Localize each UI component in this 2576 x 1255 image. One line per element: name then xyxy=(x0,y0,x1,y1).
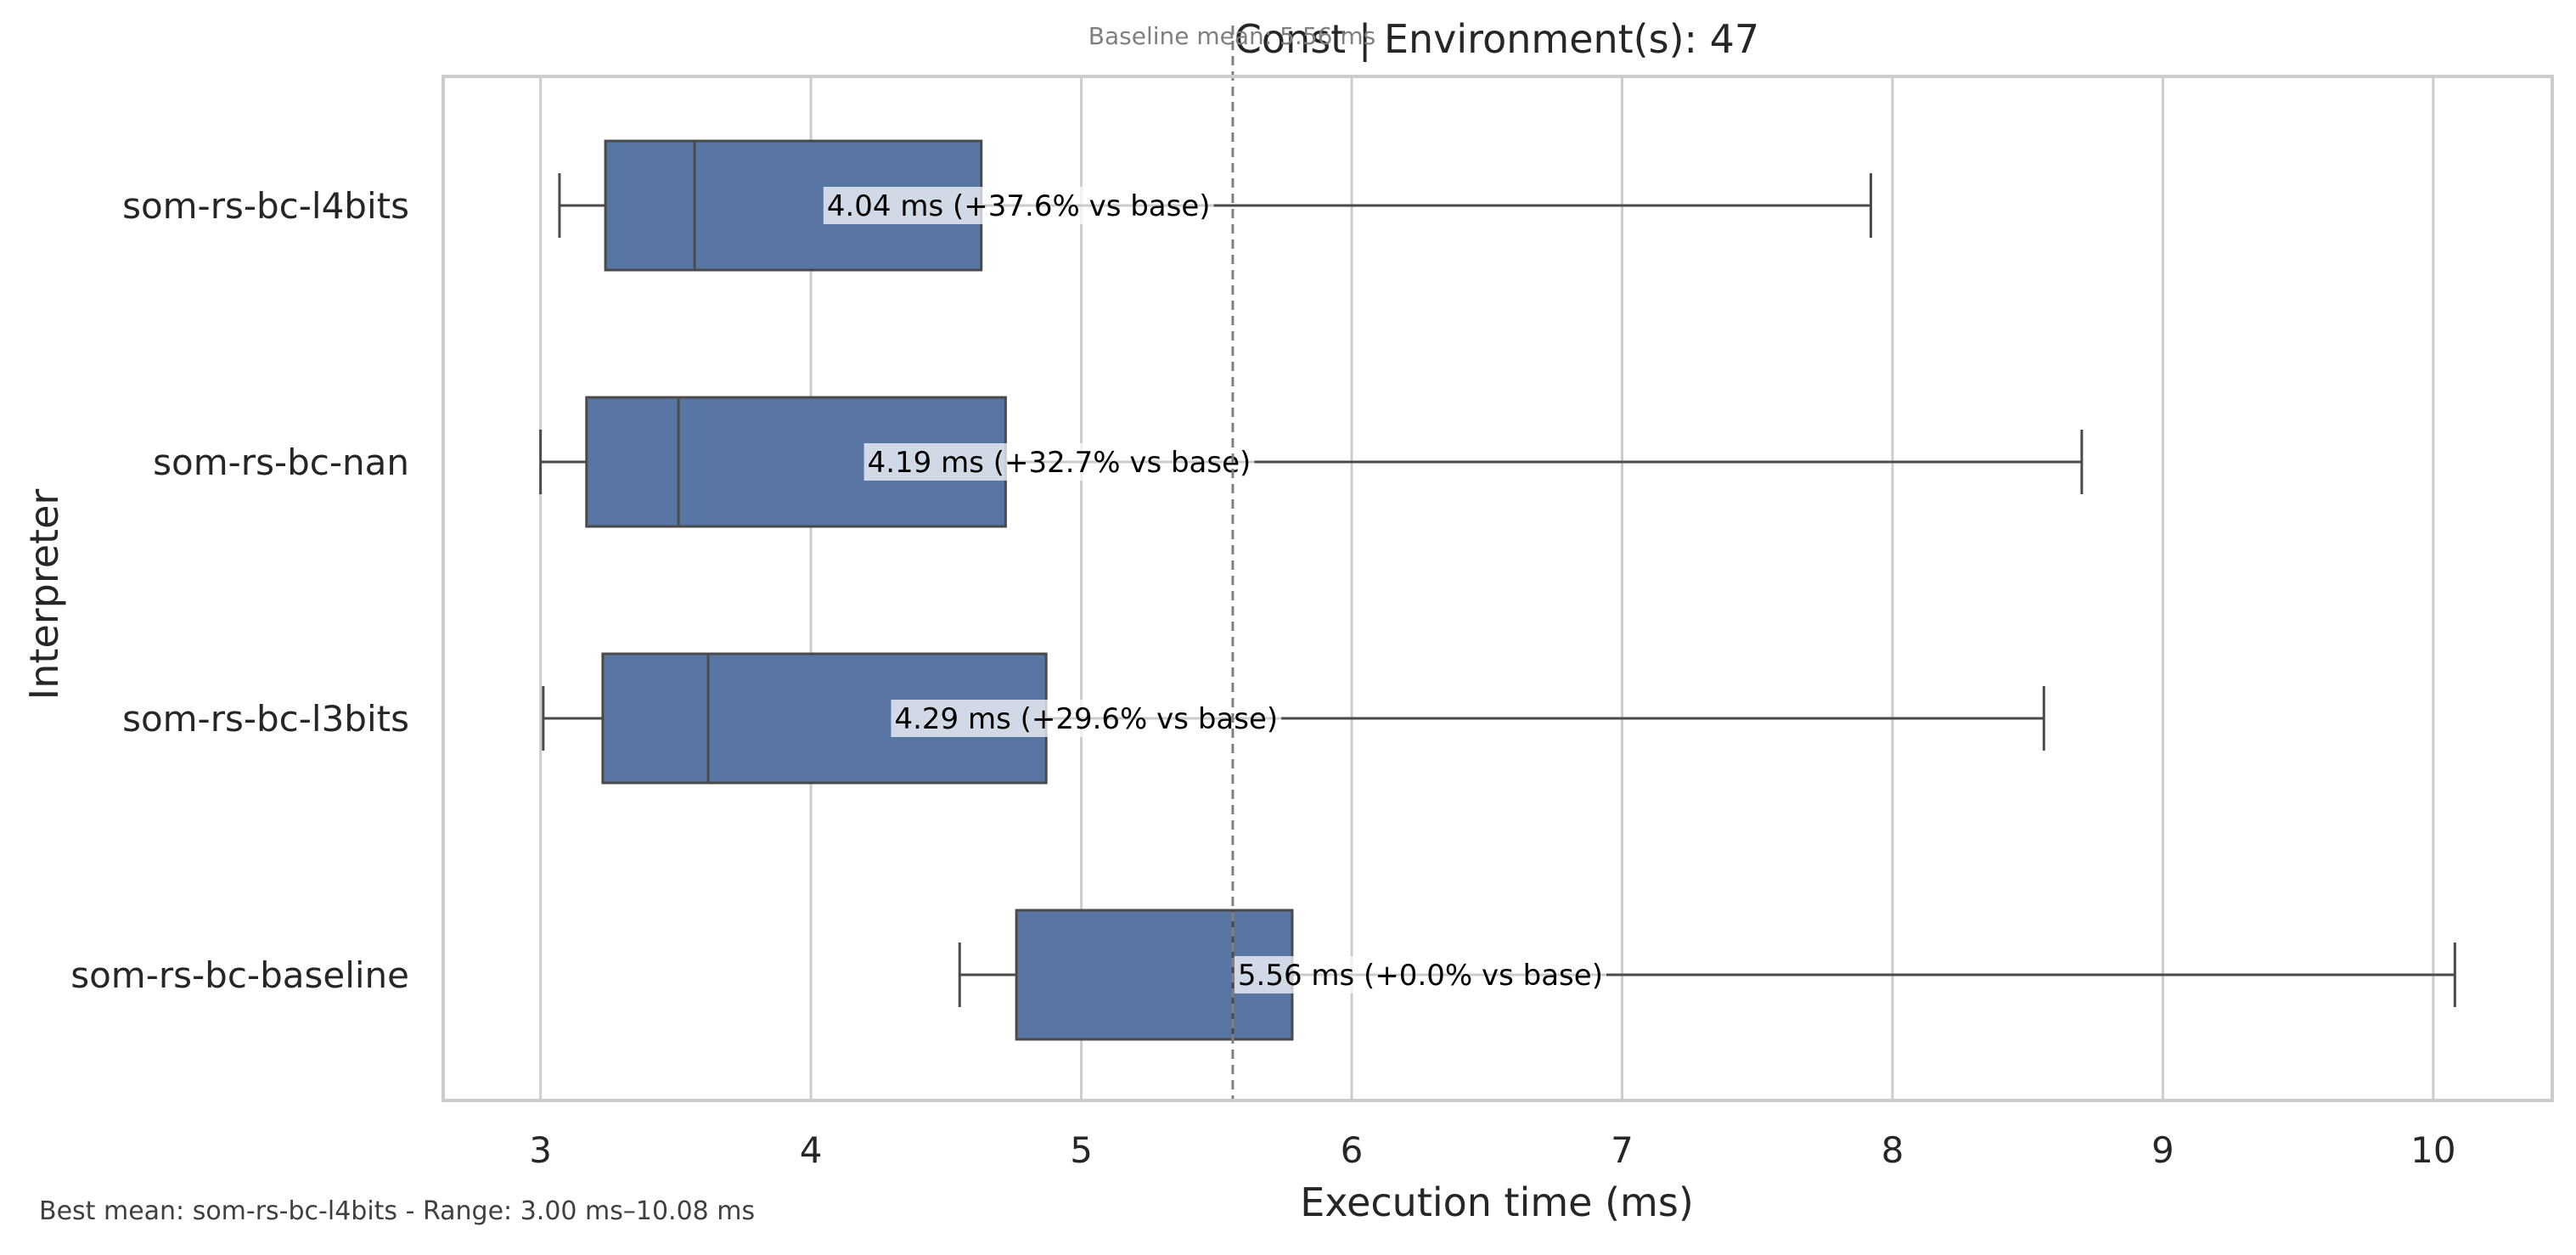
x-tick-label: 6 xyxy=(1341,1129,1364,1171)
baseline-note: Baseline mean: 5.56 ms xyxy=(1088,22,1375,50)
y-tick-label: som-rs-bc-nan xyxy=(153,442,409,483)
y-tick-label: som-rs-bc-baseline xyxy=(70,954,409,996)
plot-frame xyxy=(442,75,2554,1102)
mean-annotation-group: 4.19 ms (+32.7% vs base) xyxy=(863,443,1255,481)
mean-label-background xyxy=(1234,956,1606,993)
x-tick-label: 9 xyxy=(2151,1129,2174,1171)
x-tick-label: 8 xyxy=(1881,1129,1904,1171)
y-tick-label: som-rs-bc-l4bits xyxy=(122,185,409,227)
mean-label: 4.29 ms (+29.6% vs base) xyxy=(894,702,1278,736)
footer-note: Best mean: som-rs-bc-l4bits - Range: 3.0… xyxy=(39,1196,755,1226)
box-group xyxy=(958,909,2456,1041)
x-tick-label: 4 xyxy=(800,1129,823,1171)
box-layer xyxy=(539,139,2456,1041)
box-group xyxy=(539,396,2084,528)
x-tick-label: 10 xyxy=(2410,1129,2455,1171)
x-tick-label: 3 xyxy=(529,1129,552,1171)
mean-annotation-group: 5.56 ms (+0.0% vs base) xyxy=(1234,956,1606,993)
box-group xyxy=(558,139,1872,272)
mean-label-background xyxy=(891,700,1282,737)
box-group xyxy=(542,652,2045,785)
label-layer: 4.04 ms (+37.6% vs base) 4.19 ms (+32.7% … xyxy=(823,25,1606,1100)
x-tick-label: 5 xyxy=(1070,1129,1093,1171)
mean-label: 4.04 ms (+37.6% vs base) xyxy=(827,189,1211,223)
x-tick-label: 7 xyxy=(1611,1129,1634,1171)
mean-label: 4.19 ms (+32.7% vs base) xyxy=(868,446,1251,480)
mean-annotation-group: 4.29 ms (+29.6% vs base) xyxy=(891,700,1282,737)
mean-label: 5.56 ms (+0.0% vs base) xyxy=(1238,959,1603,993)
mean-annotation-group: 4.04 ms (+37.6% vs base) xyxy=(823,187,1214,224)
axis-layer: 3 4 5 6 7 8 9 10 som-rs-bc-l4bits som-rs-bc-nan so… xyxy=(70,185,2455,1171)
chart-title: Const | Environment(s): 47 xyxy=(1235,16,1759,63)
y-axis-label: Interpreter xyxy=(21,489,67,701)
x-axis-label: Execution time (ms) xyxy=(1300,1179,1694,1225)
mean-label-background xyxy=(863,443,1255,481)
y-tick-label: som-rs-bc-l3bits xyxy=(122,698,409,740)
mean-label-background xyxy=(823,187,1214,224)
